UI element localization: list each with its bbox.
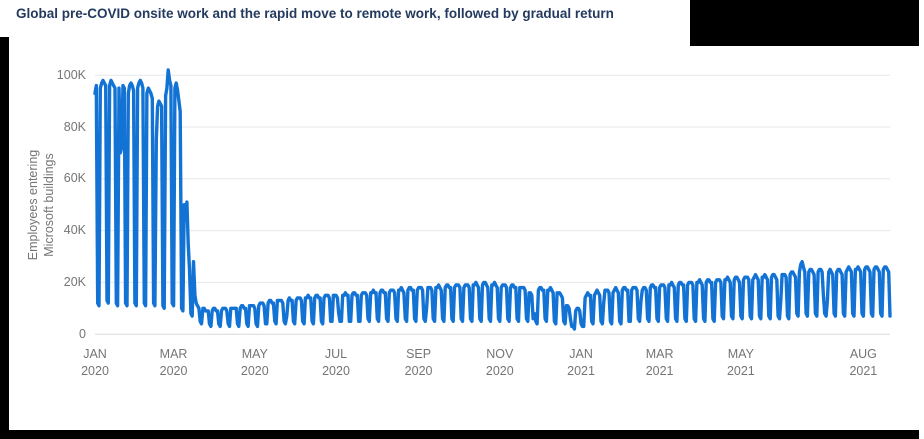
x-tick-month: JAN xyxy=(569,347,593,361)
employees-line-series xyxy=(93,68,892,331)
x-tick-label: MAY 2020 xyxy=(223,346,287,380)
frame-bottom-black-bar xyxy=(0,430,919,439)
y-tick-label: 0 xyxy=(79,326,86,341)
x-tick-month: NOV xyxy=(486,347,514,361)
x-tick-year: 2020 xyxy=(404,364,433,378)
x-tick-label: JUL 2020 xyxy=(304,346,368,380)
x-tick-label: MAR 2021 xyxy=(628,346,692,380)
x-tick-year: 2020 xyxy=(485,364,514,378)
x-tick-year: 2021 xyxy=(849,364,878,378)
x-tick-label: JAN 2021 xyxy=(549,346,613,380)
frame-top-right-black-bar xyxy=(690,0,919,46)
x-tick-year: 2020 xyxy=(240,364,269,378)
x-tick-month: AUG xyxy=(849,347,877,361)
x-tick-year: 2021 xyxy=(567,364,595,378)
x-tick-label: JAN 2020 xyxy=(63,346,127,380)
x-tick-year: 2020 xyxy=(81,364,109,378)
x-tick-label: MAY 2021 xyxy=(709,346,773,380)
x-tick-month: JAN xyxy=(83,347,107,361)
y-tick-label: 20K xyxy=(63,274,86,289)
x-tick-month: SEP xyxy=(406,347,432,361)
y-tick-label: 40K xyxy=(63,223,86,238)
y-tick-label: 60K xyxy=(63,171,86,186)
x-tick-month: MAR xyxy=(159,347,188,361)
x-tick-month: MAR xyxy=(645,347,674,361)
y-tick-label: 100K xyxy=(56,67,86,82)
x-tick-year: 2020 xyxy=(322,364,350,378)
frame-left-black-bar xyxy=(0,37,9,439)
x-tick-label: NOV 2020 xyxy=(468,346,532,380)
x-tick-label: SEP 2020 xyxy=(387,346,451,380)
y-tick-label: 80K xyxy=(63,119,86,134)
x-tick-month: MAY xyxy=(727,347,754,361)
x-tick-label: MAR 2020 xyxy=(142,346,206,380)
x-tick-month: MAY xyxy=(241,347,268,361)
x-tick-year: 2021 xyxy=(645,364,674,378)
chart-title: Global pre-COVID onsite work and the rap… xyxy=(16,6,614,21)
x-tick-year: 2021 xyxy=(726,364,755,378)
x-tick-year: 2020 xyxy=(159,364,188,378)
x-tick-label: AUG 2021 xyxy=(831,346,895,380)
x-tick-month: JUL xyxy=(324,347,348,361)
